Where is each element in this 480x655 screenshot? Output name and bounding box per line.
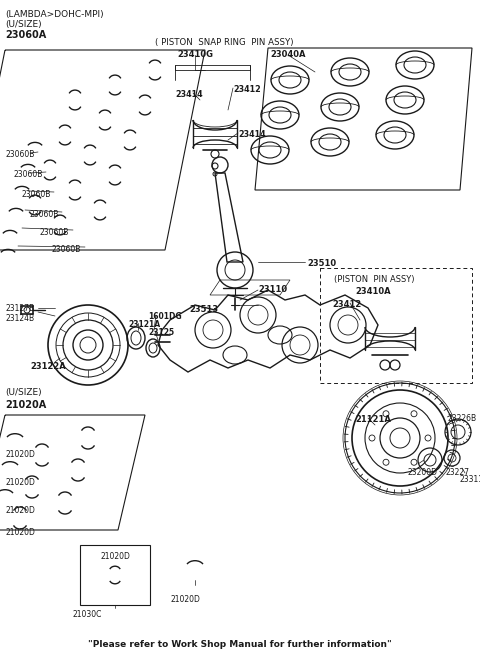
Text: 23414: 23414 — [175, 90, 203, 99]
Text: 23127B: 23127B — [5, 304, 34, 313]
Text: 21020D: 21020D — [5, 450, 35, 459]
Text: 23410G: 23410G — [177, 50, 213, 59]
Text: 21020D: 21020D — [100, 552, 130, 561]
Text: 23060B: 23060B — [52, 245, 82, 254]
Bar — [80, 545, 150, 605]
Text: 23060B: 23060B — [13, 170, 42, 179]
Text: ( PISTON  SNAP RING  PIN ASSY): ( PISTON SNAP RING PIN ASSY) — [155, 38, 293, 47]
Text: 23226B: 23226B — [448, 414, 477, 423]
Text: 23414: 23414 — [238, 130, 265, 139]
Text: 21020D: 21020D — [5, 478, 35, 487]
Text: 1601DG: 1601DG — [148, 312, 181, 321]
Text: "Please refer to Work Shop Manual for further information": "Please refer to Work Shop Manual for fu… — [88, 640, 392, 649]
Text: 23125: 23125 — [148, 328, 174, 337]
Text: 23124B: 23124B — [5, 314, 34, 323]
Text: 23060B: 23060B — [29, 210, 59, 219]
Text: 23060B: 23060B — [21, 190, 50, 199]
Text: 23060B: 23060B — [5, 150, 35, 159]
Text: 23311A: 23311A — [460, 475, 480, 484]
Text: (U/SIZE): (U/SIZE) — [5, 20, 42, 29]
Text: (U/SIZE): (U/SIZE) — [5, 388, 42, 397]
Text: 23510: 23510 — [307, 259, 336, 268]
Text: 21020A: 21020A — [5, 400, 46, 410]
Text: 23412: 23412 — [233, 85, 261, 94]
Text: 23122A: 23122A — [30, 362, 66, 371]
Text: 23410A: 23410A — [355, 287, 391, 296]
Text: 23513: 23513 — [189, 305, 218, 314]
Text: (LAMBDA>DOHC-MPI): (LAMBDA>DOHC-MPI) — [5, 10, 104, 19]
Text: 23412: 23412 — [332, 300, 361, 309]
Text: 23040A: 23040A — [270, 50, 306, 59]
Text: 23121A: 23121A — [128, 320, 160, 329]
Text: 23060B: 23060B — [40, 228, 70, 237]
Text: 23227: 23227 — [445, 468, 469, 477]
Text: 21020D: 21020D — [5, 528, 35, 537]
Text: 21020D: 21020D — [5, 506, 35, 515]
Text: 23200D: 23200D — [408, 468, 438, 477]
Text: 23110: 23110 — [258, 285, 287, 294]
Text: 21030C: 21030C — [72, 610, 102, 619]
Text: 21121A: 21121A — [355, 415, 391, 424]
Bar — [320, 268, 472, 383]
Bar — [175, 65, 250, 70]
Text: 21020D: 21020D — [170, 595, 200, 604]
Text: 23060A: 23060A — [5, 30, 46, 40]
Text: (PISTON  PIN ASSY): (PISTON PIN ASSY) — [334, 275, 415, 284]
